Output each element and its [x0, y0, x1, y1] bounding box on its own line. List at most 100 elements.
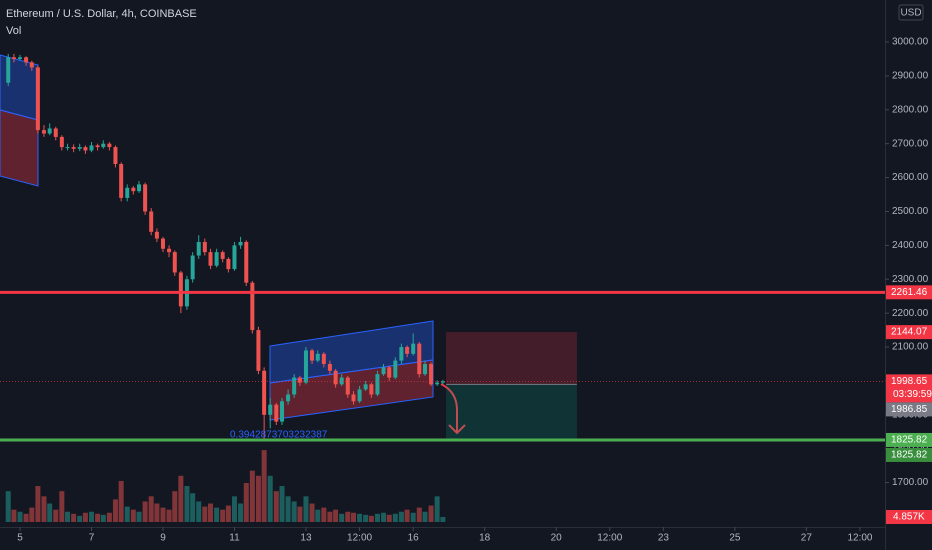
y-tick-label: 2900.00: [892, 71, 929, 82]
candle-body: [143, 184, 148, 212]
currency[interactable]: USD: [900, 8, 921, 19]
channel-lower: [0, 109, 39, 187]
volume-bar: [95, 513, 101, 522]
candle-body: [244, 241, 249, 283]
x-tick-label: 16: [408, 533, 420, 544]
y-tick-label: 1700.00: [892, 477, 929, 488]
candle-body: [202, 241, 207, 253]
stop-label: 2144.07: [891, 327, 928, 338]
volume-bar: [404, 509, 410, 522]
x-tick-label: 12:00: [347, 533, 372, 544]
candle-body: [53, 128, 58, 137]
volume-bar: [225, 505, 231, 522]
x-tick-label: 20: [551, 533, 563, 544]
candle-body: [71, 147, 76, 149]
volume-bar: [89, 511, 95, 522]
candle-body: [321, 353, 326, 364]
candle-body: [387, 367, 392, 378]
volume-bar: [386, 514, 392, 522]
candle-body: [172, 252, 177, 273]
candle-body: [297, 377, 302, 383]
currency-box[interactable]: [898, 4, 924, 21]
volume-bar: [297, 506, 303, 522]
candle-body: [399, 347, 404, 361]
candle-body: [262, 370, 267, 415]
candle-body: [369, 384, 374, 395]
volume-bar: [255, 475, 261, 522]
volume-bar: [434, 496, 440, 522]
candle-body: [47, 128, 52, 134]
candle-body: [29, 62, 34, 68]
volume-bar: [148, 496, 154, 522]
volume-bar: [136, 511, 142, 522]
x-tick-label: 25: [729, 533, 741, 544]
candle-body: [333, 370, 338, 385]
candle-body: [11, 57, 16, 59]
x-tick-label: 27: [801, 533, 813, 544]
volume-bar: [220, 509, 226, 522]
volume-bar: [422, 511, 428, 522]
candle-body: [119, 164, 124, 198]
volume-bar: [291, 501, 297, 522]
volume-bar: [392, 513, 398, 522]
y-tick-label: 2300.00: [892, 274, 929, 285]
volume-bar: [118, 480, 124, 522]
candle-body: [327, 363, 332, 371]
level-label: 1825.82: [891, 435, 928, 446]
volume-bar: [374, 513, 380, 522]
candle-body: [435, 382, 440, 385]
candle-body: [303, 350, 308, 383]
candle-body: [250, 282, 255, 331]
volume-bar: [59, 491, 65, 522]
y-tick-label: 2500.00: [892, 206, 929, 217]
volume-bar: [71, 513, 77, 522]
volume-bar: [327, 511, 333, 522]
stop-zone: [446, 332, 577, 385]
volume-bar: [202, 506, 208, 522]
volume-bar: [321, 507, 327, 522]
volume-label: 4.857K: [893, 512, 925, 523]
candle-body: [393, 360, 398, 378]
candle-body: [214, 252, 219, 266]
volume-bar: [368, 515, 374, 522]
candle-body: [101, 143, 106, 148]
candle-body: [65, 147, 70, 149]
volume-bar: [17, 511, 23, 522]
candle-body: [160, 238, 165, 249]
x-tick-label: 7: [89, 533, 95, 544]
x-tick-label: 5: [17, 533, 23, 544]
last-price-box: [886, 374, 932, 403]
candle-body: [375, 374, 380, 395]
candle-body: [41, 130, 46, 134]
volume-bar: [243, 482, 249, 522]
candle-body: [238, 241, 243, 246]
candle-body: [89, 145, 94, 151]
candle-body: [95, 145, 100, 148]
volume-bar: [345, 511, 351, 522]
volume-bar: [267, 475, 273, 522]
level-label-box: [886, 285, 932, 300]
candle-body: [167, 248, 172, 253]
candle-body: [286, 394, 291, 402]
arrow: [440, 383, 458, 432]
candle-body: [18, 57, 23, 59]
volume-bar: [208, 503, 214, 522]
volume-bar: [381, 512, 387, 522]
candle-body: [345, 377, 350, 395]
candle-body: [131, 187, 136, 192]
candle-body: [292, 377, 297, 395]
symbol-title: Ethereum / U.S. Dollar, 4h, COINBASE: [6, 8, 197, 20]
level-label-box: [886, 432, 932, 447]
countdown: 03:39:59: [893, 389, 932, 400]
volume-bar: [130, 509, 136, 522]
volume-bar: [261, 450, 267, 522]
y-tick-label: 2400.00: [892, 240, 929, 251]
volume-bar: [315, 509, 321, 522]
candle-body: [405, 347, 410, 354]
candle-body: [268, 404, 273, 415]
volume-bar: [398, 511, 404, 522]
volume-bar: [47, 503, 53, 522]
x-tick-label: 18: [479, 533, 491, 544]
volume-bar: [29, 507, 35, 522]
candle-body: [280, 401, 285, 422]
